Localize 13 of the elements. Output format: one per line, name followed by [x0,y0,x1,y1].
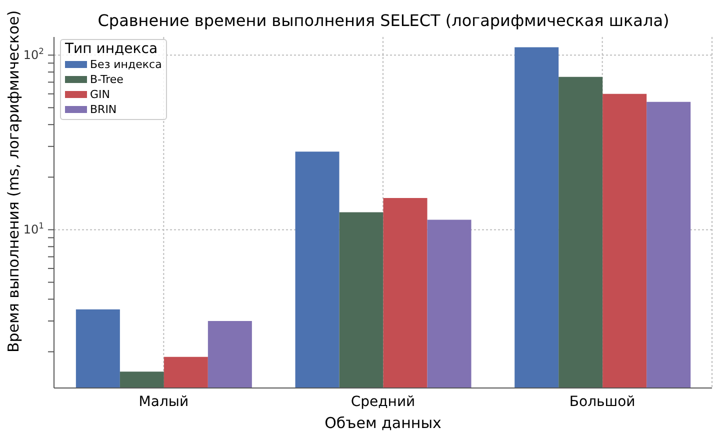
legend-label: BRIN [90,102,117,117]
y-tick-label: 10$^{1}$ [23,220,44,237]
legend-label: B-Tree [90,72,124,87]
chart-title: Сравнение времени выполнения SELECT (логарифмическая шкала) [98,11,670,30]
x-tick-label: Малый [138,394,189,410]
legend-label: Без индекса [90,57,162,72]
x-tick-label: Средний [350,394,416,410]
x-axis-title: Объем данных [324,414,442,432]
legend-label: GIN [90,87,110,102]
legend-title: Тип индекса [65,41,159,57]
y-tick-label: 10$^{2}$ [23,46,44,62]
x-tick-label: Большой [569,394,636,410]
y-axis-title: Время выполнения (ms, логарифмическое) [4,10,22,352]
